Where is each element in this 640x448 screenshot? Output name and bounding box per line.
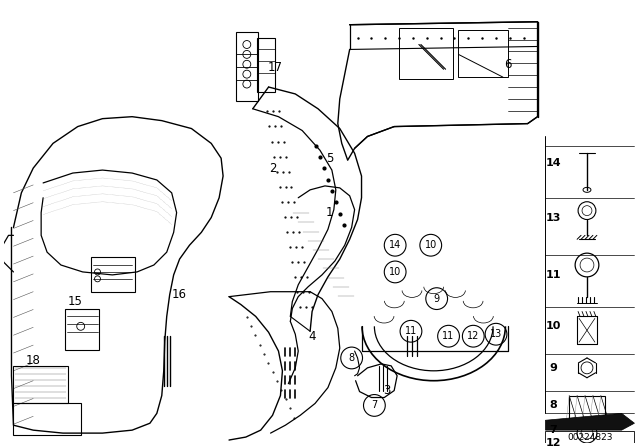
Bar xyxy=(458,30,508,77)
Text: 13: 13 xyxy=(490,329,502,339)
Text: 00224823: 00224823 xyxy=(567,433,612,442)
Text: 7: 7 xyxy=(550,425,557,435)
Text: 12: 12 xyxy=(546,438,561,448)
Text: 11: 11 xyxy=(405,326,417,336)
Text: 14: 14 xyxy=(389,240,401,250)
Text: 16: 16 xyxy=(172,288,187,301)
Text: 8: 8 xyxy=(550,401,557,410)
Text: 4: 4 xyxy=(308,330,316,343)
Bar xyxy=(399,28,454,79)
Bar xyxy=(257,38,275,92)
Bar xyxy=(91,257,135,292)
Text: 10: 10 xyxy=(546,321,561,332)
Text: 7: 7 xyxy=(371,401,378,410)
Bar xyxy=(13,404,81,435)
Text: 12: 12 xyxy=(467,331,479,341)
Text: 14: 14 xyxy=(545,158,561,168)
Text: 10: 10 xyxy=(424,240,437,250)
Text: 9: 9 xyxy=(434,293,440,304)
Text: 10: 10 xyxy=(389,267,401,277)
Text: 13: 13 xyxy=(546,212,561,223)
Bar xyxy=(545,431,634,443)
Text: 15: 15 xyxy=(67,295,82,308)
Text: 17: 17 xyxy=(268,61,283,74)
Polygon shape xyxy=(545,414,634,430)
Text: 9: 9 xyxy=(549,363,557,373)
Text: 5: 5 xyxy=(326,152,333,165)
Bar xyxy=(236,32,258,101)
Text: 18: 18 xyxy=(26,354,41,367)
Bar xyxy=(569,396,605,421)
Text: 11: 11 xyxy=(546,270,561,280)
Text: 2: 2 xyxy=(269,162,276,175)
Text: 11: 11 xyxy=(442,331,454,341)
Bar xyxy=(65,309,99,350)
Text: 1: 1 xyxy=(326,206,333,219)
Bar xyxy=(13,366,68,404)
Text: 8: 8 xyxy=(349,353,355,363)
Text: 6: 6 xyxy=(504,58,511,71)
Text: 3: 3 xyxy=(383,384,391,397)
